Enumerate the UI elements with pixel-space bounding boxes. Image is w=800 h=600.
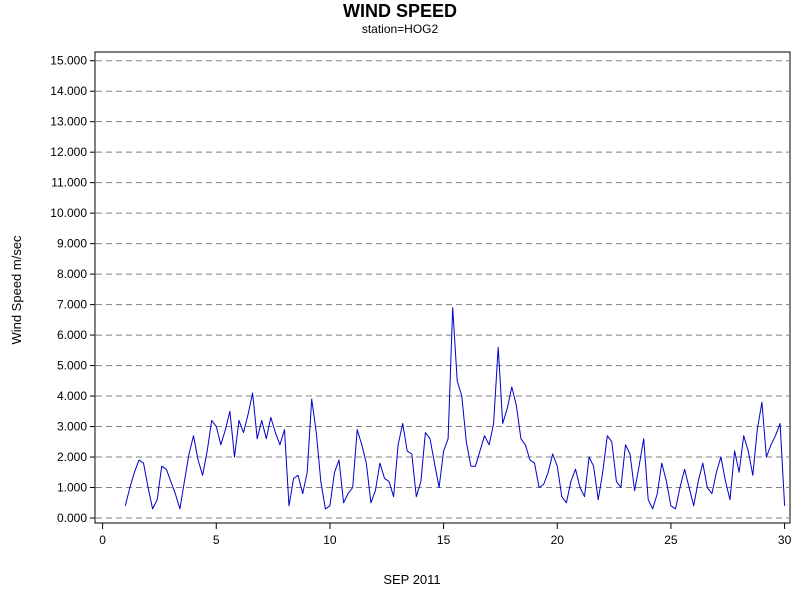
chart-title: WIND SPEED	[342, 1, 457, 21]
chart-subtitle: station=HOG2	[361, 22, 439, 36]
y-tick-label: 6.000	[57, 328, 87, 342]
y-tick-label: 9.000	[57, 237, 87, 251]
y-tick-label: 10.000	[50, 206, 87, 220]
x-tick-label: 25	[664, 533, 678, 547]
y-tick-label: 0.000	[57, 511, 87, 525]
y-tick-label: 14.000	[50, 84, 87, 98]
x-tick-label: 20	[551, 533, 565, 547]
y-tick-label: 11.000	[51, 176, 87, 190]
y-tick-label: 4.000	[57, 389, 87, 403]
grid-lines	[96, 60, 789, 519]
y-tick-label: 7.000	[57, 298, 87, 312]
x-tick-label: 0	[99, 533, 106, 547]
x-tick-label: 30	[778, 533, 792, 547]
x-axis-label: SEP 2011	[383, 572, 440, 587]
plot-frame	[94, 51, 791, 524]
y-tick-label: 2.000	[57, 450, 87, 464]
x-tick-label: 5	[213, 533, 220, 547]
y-axis: 0.000 1.000 2.000 3.000 4.000 5.000 6.000 7.000…	[50, 54, 95, 525]
y-tick-label: 5.000	[57, 359, 87, 373]
y-axis-label: Wind Speed m/sec	[9, 235, 24, 345]
x-axis: 0 5 10 15 20 25 30	[99, 523, 792, 547]
series-line	[124, 307, 786, 510]
x-tick-label: 15	[437, 533, 451, 547]
series-layer	[124, 307, 786, 510]
x-tick-label: 10	[323, 533, 337, 547]
y-tick-label: 13.000	[50, 115, 87, 129]
y-tick-label: 8.000	[57, 267, 87, 281]
y-tick-label: 15.000	[50, 54, 87, 68]
y-tick-label: 12.000	[50, 145, 87, 159]
y-tick-label: 1.000	[57, 481, 87, 495]
y-tick-label: 3.000	[57, 420, 87, 434]
